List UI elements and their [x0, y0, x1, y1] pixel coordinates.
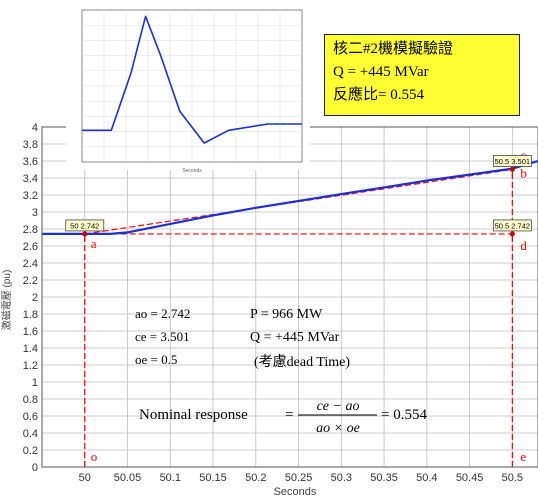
y-tick-label: 2.6 [23, 241, 38, 253]
reactive-annotation: Q = +445 MVar [250, 330, 340, 345]
x-tick-label: 50.2 [245, 472, 266, 484]
x-tick-label: 50.35 [370, 472, 398, 484]
data-label-text: 50.5 2.742 [495, 221, 530, 230]
main-tick-labels: 0 0.2 0.4 0.6 0.8 1 1.2 1.4 1.6 1.8 2 2.2 2.4 2.6 2.8 3… [23, 122, 523, 484]
inset-response-line [82, 15, 302, 144]
x-tick-label: 50.4 [416, 472, 437, 484]
y-axis-label: 激磁電壓 (pu) [0, 270, 13, 331]
x-tick-label: 50 [79, 472, 91, 484]
data-labels: 50 2.742 50.5 3.501 50.5 2.742 [65, 155, 532, 232]
y-tick-label: 4 [32, 122, 38, 134]
y-tick-label: 2.8 [23, 224, 38, 236]
inset-grid [82, 10, 302, 162]
inset-background [66, 6, 310, 170]
y-tick-label: 0.6 [23, 411, 38, 423]
y-tick-label: 1.4 [23, 343, 38, 355]
y-tick-label: 0 [32, 462, 38, 474]
y-tick-label: 1.8 [23, 309, 38, 321]
y-tick-label: 3 [32, 207, 38, 219]
note-line-2: Q = +445 MVar [333, 64, 429, 80]
x-tick-label: 50.45 [456, 472, 484, 484]
power-annotation: P = 966 MW [250, 307, 323, 322]
data-label-text: 50.5 3.501 [495, 157, 530, 166]
x-axis-label: Seconds [274, 486, 317, 498]
dead-time-annotation: (考慮dead Time) [254, 354, 350, 370]
y-tick-label: 0.8 [23, 394, 38, 406]
y-tick-label: 2.4 [23, 258, 38, 270]
formula-result: = 0.554 [381, 407, 427, 423]
x-tick-label: 50.5 [502, 472, 523, 484]
data-label-text: 50 2.742 [70, 221, 99, 230]
y-tick-label: 1.2 [23, 360, 38, 372]
y-tick-label: 3.2 [23, 190, 38, 202]
x-tick-label: 50.1 [160, 472, 181, 484]
formula-denominator: ao × oe [316, 421, 360, 436]
point-label-b: b [520, 165, 527, 180]
oe-annotation: oe = 0.5 [135, 352, 177, 367]
inset-x-axis-label: Seconds [182, 168, 202, 174]
main-series [42, 159, 538, 235]
y-tick-label: 3.4 [23, 173, 38, 185]
data-label-box [492, 155, 532, 167]
formula-numerator: ce − ao [317, 399, 360, 414]
formula-prefix: Nominal response [139, 407, 248, 423]
y-tick-label: 1 [32, 377, 38, 389]
x-tick-label: 50.15 [199, 472, 227, 484]
point-label-a: a [91, 236, 97, 251]
note-box: 核二#2機模擬驗證 Q = +445 MVar 反應比= 0.554 [324, 34, 520, 116]
point-label-c: c [520, 147, 526, 162]
main-grid [42, 126, 538, 468]
data-label-box [65, 219, 105, 232]
point-label-o: o [91, 449, 98, 464]
point-label-d: d [520, 238, 527, 253]
ao-annotation: ao = 2.742 [135, 306, 190, 321]
y-tick-label: 2.2 [23, 275, 38, 287]
x-tick-label: 50.25 [285, 472, 313, 484]
note-line-3: 反應比= 0.554 [333, 87, 424, 103]
y-tick-label: 0.2 [23, 445, 38, 457]
y-tick-label: 3.8 [23, 139, 38, 151]
y-tick-label: 1.6 [23, 326, 38, 338]
data-label-box [492, 219, 532, 232]
y-tick-label: 2 [32, 292, 38, 304]
y-tick-label: 3.6 [23, 156, 38, 168]
x-tick-label: 50.3 [331, 472, 352, 484]
note-line-1: 核二#2機模擬驗證 [333, 41, 454, 57]
ce-annotation: ce = 3.501 [135, 329, 190, 344]
inset-series [82, 15, 302, 144]
excitation-voltage-line [42, 159, 538, 235]
formula-equals: = [285, 407, 293, 423]
inset-chart: Seconds [66, 6, 310, 174]
y-tick-label: 0.4 [23, 428, 38, 440]
point-label-e: e [520, 449, 526, 464]
x-tick-label: 50.05 [114, 472, 142, 484]
